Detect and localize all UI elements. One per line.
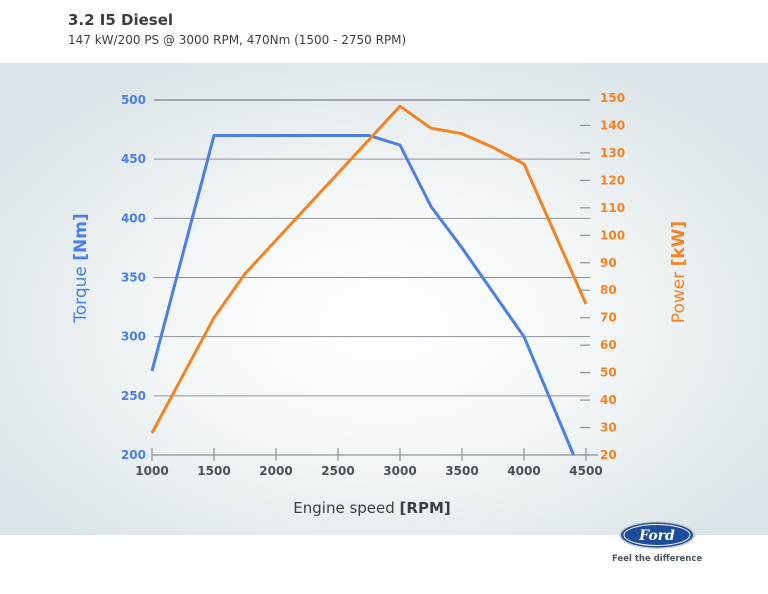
brand-tagline: Feel the difference — [612, 554, 703, 564]
y-right-tick-label: 70 — [600, 311, 617, 325]
y-right-tick-label: 90 — [600, 256, 617, 270]
y-right-tick-label: 80 — [600, 283, 617, 297]
y-left-tick-label: 450 — [121, 152, 146, 166]
x-tick-label: 2000 — [259, 464, 292, 478]
power-line — [150, 104, 588, 434]
y-left-tick-label: 500 — [121, 93, 146, 107]
y-right-tick-label: 120 — [600, 173, 625, 187]
x-tick-label: 1500 — [197, 464, 230, 478]
y-left-tick-label: 400 — [121, 211, 146, 225]
x-tick-label: 4500 — [569, 464, 602, 478]
y-right-tick-label: 100 — [600, 228, 625, 242]
y-left-tick-label: 250 — [121, 389, 146, 403]
x-tick-label: 3500 — [445, 464, 478, 478]
x-tick-label: 3000 — [383, 464, 416, 478]
y-left-tick-label: 350 — [121, 271, 146, 285]
x-tick-label: 1000 — [135, 464, 168, 478]
y-right-tick-label: 40 — [600, 393, 617, 407]
y-right-tick-label: 130 — [600, 146, 625, 160]
x-tick-label: 4000 — [507, 464, 540, 478]
y-left-tick-label: 300 — [121, 330, 146, 344]
y-right-axis-title: Power [kW] — [669, 221, 689, 323]
x-axis-title: Engine speed [RPM] — [293, 499, 450, 517]
y-left-axis-title: Torque [Nm] — [71, 213, 91, 324]
chart-background — [0, 63, 768, 535]
y-right-tick-label: 30 — [600, 421, 617, 435]
y-right-tick-label: 140 — [600, 118, 625, 132]
y-right-tick-label: 20 — [600, 448, 617, 462]
page-subtitle: 147 kW/200 PS @ 3000 RPM, 470Nm (1500 - … — [68, 33, 407, 47]
y-right-tick-label: 50 — [600, 366, 617, 380]
page-title: 3.2 I5 Diesel — [68, 11, 174, 29]
svg-text:Ford: Ford — [638, 528, 675, 544]
x-tick-label: 2500 — [321, 464, 354, 478]
y-left-tick-label: 200 — [121, 448, 146, 462]
y-right-tick-label: 110 — [600, 201, 625, 215]
ford-logo: Ford — [619, 521, 695, 549]
y-right-tick-label: 150 — [600, 91, 625, 105]
torque-line — [150, 134, 575, 456]
y-right-tick-label: 60 — [600, 338, 617, 352]
